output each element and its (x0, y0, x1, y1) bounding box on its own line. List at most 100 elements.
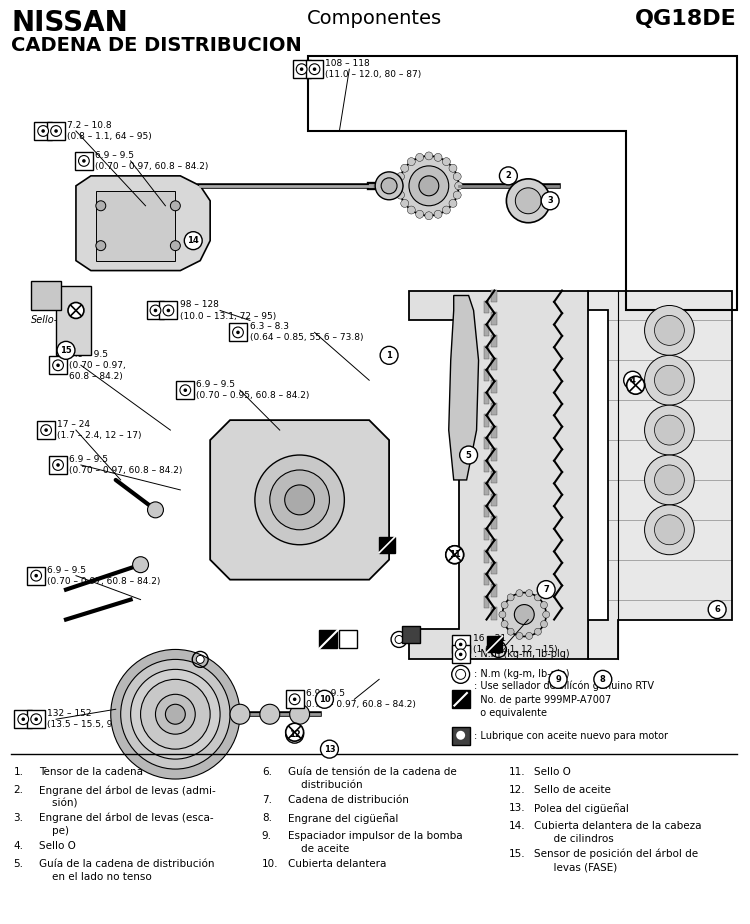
Text: Espaciador impulsor de la bomba
    de aceite: Espaciador impulsor de la bomba de aceit… (288, 831, 462, 854)
Text: Sello de aceite: Sello de aceite (534, 785, 611, 795)
Text: QG18DE: QG18DE (635, 9, 737, 30)
Text: 7.2 – 10.8
(0.8 – 1.1, 64 – 95): 7.2 – 10.8 (0.8 – 1.1, 64 – 95) (67, 121, 152, 141)
Text: 16 – 21
(1.6 – 2.1, 12 – 15): 16 – 21 (1.6 – 2.1, 12 – 15) (472, 635, 557, 654)
Bar (491, 289, 497, 302)
Circle shape (53, 459, 64, 470)
Circle shape (542, 192, 559, 210)
Text: Sello O: Sello O (534, 767, 571, 777)
Circle shape (594, 671, 612, 688)
Circle shape (424, 152, 433, 160)
Circle shape (121, 660, 230, 769)
Bar (96, 191, 176, 261)
Circle shape (270, 470, 329, 529)
Circle shape (320, 740, 338, 758)
Circle shape (31, 714, 41, 724)
Circle shape (434, 153, 442, 162)
Text: 10.: 10. (262, 858, 278, 869)
Text: 6.3 – 8.3
(0.64 – 0.85, 55.6 – 73.8): 6.3 – 8.3 (0.64 – 0.85, 55.6 – 73.8) (250, 322, 364, 343)
Circle shape (526, 590, 532, 597)
Circle shape (184, 232, 202, 249)
Circle shape (313, 67, 316, 71)
Text: 1: 1 (386, 351, 392, 359)
Circle shape (459, 652, 463, 656)
Circle shape (541, 621, 548, 627)
Bar (452, 636, 470, 653)
Bar (484, 414, 490, 427)
Circle shape (407, 206, 416, 214)
Text: Engrane del árbol de levas (esca-
    pe): Engrane del árbol de levas (esca- pe) (39, 813, 214, 836)
Circle shape (442, 158, 450, 165)
Bar (305, 60, 323, 79)
Bar (27, 711, 45, 728)
Circle shape (290, 694, 300, 705)
Text: Engrane del árbol de levas (admi-
    sión): Engrane del árbol de levas (admi- sión) (39, 785, 216, 808)
Bar (491, 334, 497, 347)
Text: 10: 10 (319, 695, 330, 704)
Circle shape (535, 628, 542, 635)
Bar (491, 585, 497, 597)
Text: 3: 3 (548, 196, 553, 205)
Circle shape (38, 126, 49, 137)
Circle shape (400, 164, 409, 172)
Circle shape (655, 465, 684, 495)
Text: Cubierta delantera de la cabeza
      de cilindros: Cubierta delantera de la cabeza de cilin… (534, 821, 702, 844)
Text: : Lubrique con aceite nuevo para motor: : Lubrique con aceite nuevo para motor (473, 731, 668, 741)
Circle shape (526, 632, 532, 639)
Bar (32, 281, 61, 310)
Circle shape (644, 356, 694, 405)
Circle shape (644, 455, 694, 505)
Circle shape (395, 636, 403, 643)
Circle shape (397, 173, 404, 180)
Circle shape (180, 384, 190, 395)
Text: : Use sellador de silícón genuino RTV
  No. de parte 999MP-A7007
  o equivalente: : Use sellador de silícón genuino RTV No… (473, 681, 653, 718)
Circle shape (130, 669, 220, 760)
Circle shape (380, 346, 398, 364)
Text: Polea del cigüeñal: Polea del cigüeñal (534, 803, 629, 814)
Circle shape (296, 64, 307, 75)
Circle shape (543, 611, 550, 618)
Circle shape (644, 405, 694, 455)
Circle shape (453, 191, 461, 199)
Circle shape (255, 455, 344, 545)
Circle shape (453, 173, 461, 180)
Circle shape (434, 211, 442, 218)
Bar (491, 426, 497, 438)
Text: 6.9 – 9.5
0.70 – 0.97, 60.8 – 84.2): 6.9 – 9.5 0.70 – 0.97, 60.8 – 84.2) (305, 689, 416, 710)
Circle shape (416, 153, 424, 162)
Circle shape (316, 690, 334, 709)
Circle shape (507, 594, 515, 601)
Circle shape (416, 211, 424, 218)
Circle shape (501, 621, 508, 627)
Text: 6.9 – 9.5
(0.70 – 0.97, 60.8 – 84.2): 6.9 – 9.5 (0.70 – 0.97, 60.8 – 84.2) (69, 455, 182, 475)
Text: 6: 6 (714, 605, 720, 614)
Circle shape (31, 570, 41, 581)
Circle shape (494, 646, 502, 653)
Circle shape (501, 602, 508, 609)
Circle shape (500, 167, 517, 185)
Bar (38, 421, 55, 439)
Text: 2.: 2. (13, 785, 23, 795)
Text: 15: 15 (60, 346, 72, 355)
Circle shape (41, 129, 45, 133)
Bar (491, 607, 497, 619)
Text: Sello-O: Sello-O (32, 315, 66, 325)
Text: 6.9 – 9.5
(0.70 – 0.97, 60.8 – 84.2): 6.9 – 9.5 (0.70 – 0.97, 60.8 – 84.2) (47, 565, 160, 586)
Polygon shape (56, 286, 91, 356)
Circle shape (230, 704, 250, 724)
Text: 11: 11 (448, 550, 460, 559)
Circle shape (51, 126, 62, 137)
Circle shape (34, 574, 38, 578)
Circle shape (407, 158, 416, 165)
Circle shape (166, 704, 185, 724)
Bar (491, 562, 497, 574)
Text: 12.: 12. (509, 785, 525, 795)
Circle shape (506, 179, 550, 223)
Circle shape (375, 172, 403, 200)
Circle shape (644, 306, 694, 356)
Bar (484, 505, 490, 517)
Bar (491, 493, 497, 506)
Bar (484, 482, 490, 494)
Circle shape (82, 159, 86, 163)
Circle shape (424, 212, 433, 220)
Text: Cadena de distribución: Cadena de distribución (288, 795, 409, 805)
